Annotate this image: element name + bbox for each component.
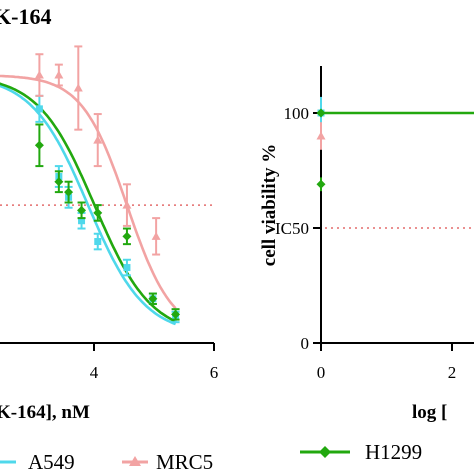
legend-marker-h1299: [319, 446, 331, 458]
legend-label-h1299: H1299: [365, 440, 422, 464]
right-point-h1299: [316, 108, 326, 118]
data-point-a549: [78, 217, 86, 225]
right-point-h1299: [316, 179, 326, 189]
right-y-axis-label: cell viability %: [259, 144, 280, 266]
data-point-mrc5: [93, 135, 103, 144]
data-point-h1299: [93, 208, 103, 218]
legend-item-h1299: H1299: [300, 440, 422, 464]
data-point-h1299: [77, 205, 87, 215]
legend: A549 MRC5 H1299: [0, 440, 422, 474]
data-point-h1299: [148, 294, 158, 304]
data-point-mrc5: [34, 70, 44, 79]
chart-title: K-164: [0, 4, 51, 29]
data-point-mrc5: [151, 231, 161, 240]
right-x-tick-label-2: 2: [448, 363, 457, 382]
legend-marker-mrc5: [129, 456, 141, 466]
left-x-tick-label-6: 6: [210, 363, 219, 382]
left-data-points: [34, 45, 181, 324]
data-point-h1299: [54, 177, 64, 187]
legend-label-a549: A549: [28, 450, 75, 474]
legend-label-mrc5: MRC5: [156, 450, 213, 474]
right-y-tick-label-ic50: IC50: [275, 219, 309, 238]
data-point-mrc5: [73, 83, 83, 92]
fit-curve-mrc5: [0, 74, 177, 310]
data-point-h1299: [171, 309, 181, 319]
data-point-h1299: [64, 187, 74, 197]
data-point-mrc5: [122, 200, 132, 209]
data-point-a549: [35, 105, 43, 113]
data-point-a549: [123, 264, 131, 272]
right-panel: 100 IC50 0 0 2 cell viability % log [: [259, 66, 474, 423]
left-x-tick-label-4: 4: [90, 363, 99, 382]
right-x-tick-label-0: 0: [317, 363, 326, 382]
right-point-mrc5: [316, 131, 326, 140]
left-fit-curves: [0, 74, 177, 326]
right-x-axis-label: log [: [412, 402, 447, 423]
data-point-a549: [94, 238, 102, 246]
right-y-tick-label-100: 100: [284, 104, 310, 123]
legend-item-mrc5: MRC5: [122, 450, 213, 474]
fit-curve-h1299: [0, 82, 177, 323]
data-point-h1299: [34, 140, 44, 150]
left-x-axis-label: K-164], nM: [0, 402, 90, 423]
right-y-tick-label-0: 0: [301, 334, 310, 353]
legend-item-a549: A549: [0, 450, 75, 474]
fit-curve-a549: [0, 84, 177, 326]
left-panel: 4 6 K-164], nM: [0, 45, 219, 423]
data-point-h1299: [122, 231, 132, 241]
data-point-mrc5: [54, 70, 64, 79]
right-data-marks: [316, 96, 474, 192]
